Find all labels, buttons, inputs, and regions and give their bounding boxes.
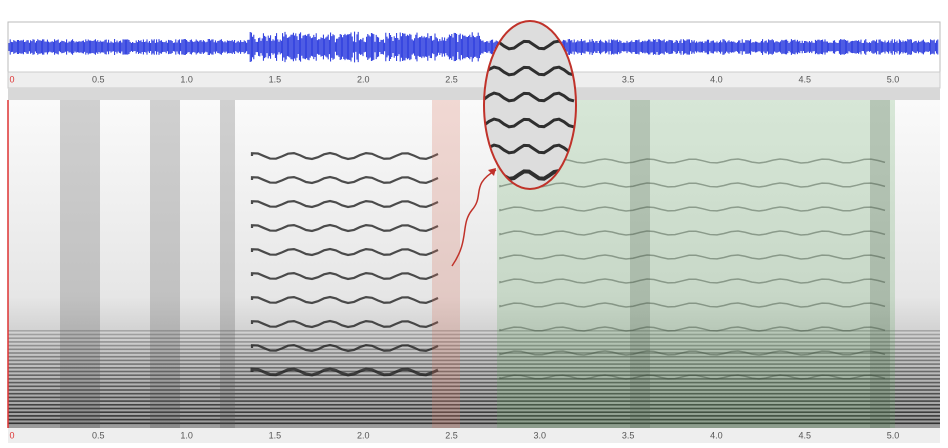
harmonic [499,326,886,332]
time-tick-label: 3.0 [534,430,547,440]
noise-band [8,374,940,376]
noise-band [8,404,940,406]
vertical-burst [630,100,650,430]
noise-band [8,363,940,365]
time-tick-label: 0 [9,430,14,440]
noise-band [8,392,940,395]
noise-band [8,352,940,354]
vertical-burst [60,100,100,430]
harmonic [499,302,886,308]
noise-band [8,381,940,384]
spectrogram [8,100,940,430]
harmonic [499,350,886,356]
noise-band [8,348,940,351]
harmonic [499,230,886,236]
harmonic [250,343,439,353]
zoom-harmonic [484,91,575,103]
harmonic [499,182,886,188]
time-tick-label: 1.0 [180,430,193,440]
noise-band [8,344,940,347]
noise-band [8,415,940,417]
noise-band [8,411,940,413]
time-tick-label: 4.5 [798,430,811,440]
harmonic [250,271,439,281]
time-tick-label: 2.5 [445,430,458,440]
time-tick-label: 0.5 [92,430,105,440]
zoom-arrow [451,169,497,267]
harmonic [250,151,439,161]
time-tick-label: 2.0 [357,430,370,440]
vertical-burst [220,100,235,430]
time-tick-label: 4.0 [710,430,723,440]
time-tick-label: 1.0 [180,74,193,84]
zoom-harmonic [484,143,575,155]
noise-band [8,418,940,421]
harmonic [499,206,886,212]
harmonic [250,175,439,185]
zoom-harmonic [484,117,575,129]
noise-band [8,367,940,369]
time-tick-label: 5.0 [887,74,900,84]
bottom-time-ruler [8,428,940,443]
time-tick-label: 2.5 [445,74,458,84]
red-selection [432,100,460,428]
time-tick-label: 2.0 [357,74,370,84]
harmonic [250,295,439,305]
time-tick-label: 1.5 [269,430,282,440]
zoom-background [484,21,576,189]
noise-band [8,330,940,332]
noise-band [8,333,940,336]
noise-band [8,385,940,388]
zoom-circle [483,20,577,190]
time-tick-label: 0.5 [92,74,105,84]
noise-band [8,359,940,362]
noise-band [8,370,940,373]
spectrogram-panel [8,100,940,428]
noise-band [8,337,940,339]
time-tick-label: 1.5 [269,74,282,84]
noise-band [8,378,940,380]
harmonic [499,278,886,284]
harmonic [250,223,439,233]
harmonic [250,367,439,377]
separator-bar [8,88,940,100]
harmonic [250,199,439,209]
time-tick-label: 4.5 [798,74,811,84]
vertical-burst [870,100,890,430]
time-tick-label: 3.5 [622,74,635,84]
harmonic [250,247,439,257]
arrow-head [488,168,496,176]
zoom-harmonic [484,65,575,77]
noise-band [8,422,940,425]
noise-band [8,389,940,391]
time-tick-label: 3.5 [622,430,635,440]
time-tick-label: 0 [9,74,14,84]
noise-band [8,396,940,399]
time-tick-label: 4.0 [710,74,723,84]
harmonic [250,319,439,329]
harmonic [499,254,886,260]
noise-band [8,355,940,358]
vertical-burst [150,100,180,430]
noise-band [8,341,940,343]
time-tick-label: 5.0 [887,430,900,440]
harmonic [499,374,886,380]
noise-band [8,400,940,402]
noise-band [8,407,940,410]
